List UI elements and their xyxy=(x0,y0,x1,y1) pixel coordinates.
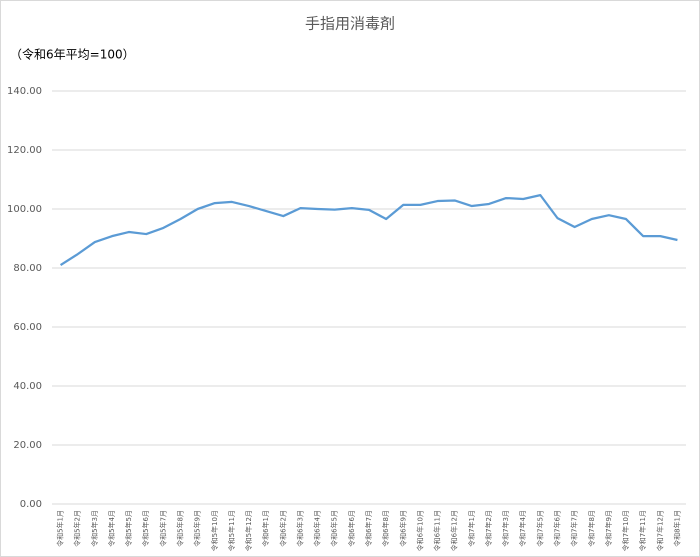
x-tick-label: 令和5年10月 xyxy=(210,510,219,551)
x-tick-label: 令和5年7月 xyxy=(158,510,167,547)
x-tick-label: 令和7年12月 xyxy=(655,510,664,551)
x-tick-label: 令和5年12月 xyxy=(244,510,253,551)
data-line xyxy=(59,194,678,266)
y-tick-label: 80.00 xyxy=(13,263,42,274)
chart-title: 手指用消毒剤 xyxy=(305,15,395,33)
x-tick-label: 令和6年9月 xyxy=(398,510,407,547)
x-tick-label: 令和7年8月 xyxy=(587,510,596,547)
x-tick-label: 令和6年6月 xyxy=(347,510,356,547)
x-tick-label: 令和7年11月 xyxy=(638,510,647,551)
y-tick-label: 20.00 xyxy=(13,440,42,451)
x-tick-label: 令和5年5月 xyxy=(124,510,133,547)
x-tick-label: 令和7年2月 xyxy=(484,510,493,547)
x-tick-label: 令和6年1月 xyxy=(261,510,270,547)
x-tick-label: 令和7年1月 xyxy=(467,510,476,547)
x-tick-label: 令和5年11月 xyxy=(227,510,236,551)
x-tick-label: 令和6年10月 xyxy=(415,510,424,551)
x-tick-label: 令和7年10月 xyxy=(621,510,630,551)
x-tick-label: 令和6年8月 xyxy=(381,510,390,547)
y-tick-label: 120.00 xyxy=(7,145,42,156)
y-tick-label: 40.00 xyxy=(13,381,42,392)
x-tick-label: 令和5年2月 xyxy=(73,510,82,547)
x-tick-label: 令和6年11月 xyxy=(433,510,442,551)
x-tick-label: 令和7年6月 xyxy=(552,510,561,547)
x-tick-label: 令和5年6月 xyxy=(141,510,150,547)
x-tick-label: 令和5年3月 xyxy=(90,510,99,547)
x-tick-label: 令和6年12月 xyxy=(450,510,459,551)
x-tick-label: 令和7年7月 xyxy=(570,510,579,547)
x-tick-label: 令和5年1月 xyxy=(56,510,65,547)
y-tick-label: 60.00 xyxy=(13,322,42,333)
x-tick-label: 令和5年4月 xyxy=(107,510,116,547)
y-tick-label: 140.00 xyxy=(7,86,42,97)
x-tick-label: 令和5年9月 xyxy=(193,510,202,547)
y-tick-label: 0.00 xyxy=(20,499,42,510)
x-tick-label: 令和7年3月 xyxy=(501,510,510,547)
x-tick-label: 令和7年5月 xyxy=(535,510,544,547)
x-tick-label: 令和6年4月 xyxy=(313,510,322,547)
x-tick-label: 令和7年9月 xyxy=(604,510,613,547)
x-tick-label: 令和6年5月 xyxy=(330,510,339,547)
x-tick-label: 令和5年8月 xyxy=(176,510,185,547)
chart-subtitle: （令和6年平均=100） xyxy=(10,47,135,62)
x-tick-label: 令和6年7月 xyxy=(364,510,373,547)
x-tick-label: 令和8年1月 xyxy=(672,510,681,547)
x-tick-label: 令和6年2月 xyxy=(278,510,287,547)
x-tick-label: 令和6年3月 xyxy=(295,510,304,547)
y-tick-label: 100.00 xyxy=(7,204,42,215)
x-tick-label: 令和7年4月 xyxy=(518,510,527,547)
